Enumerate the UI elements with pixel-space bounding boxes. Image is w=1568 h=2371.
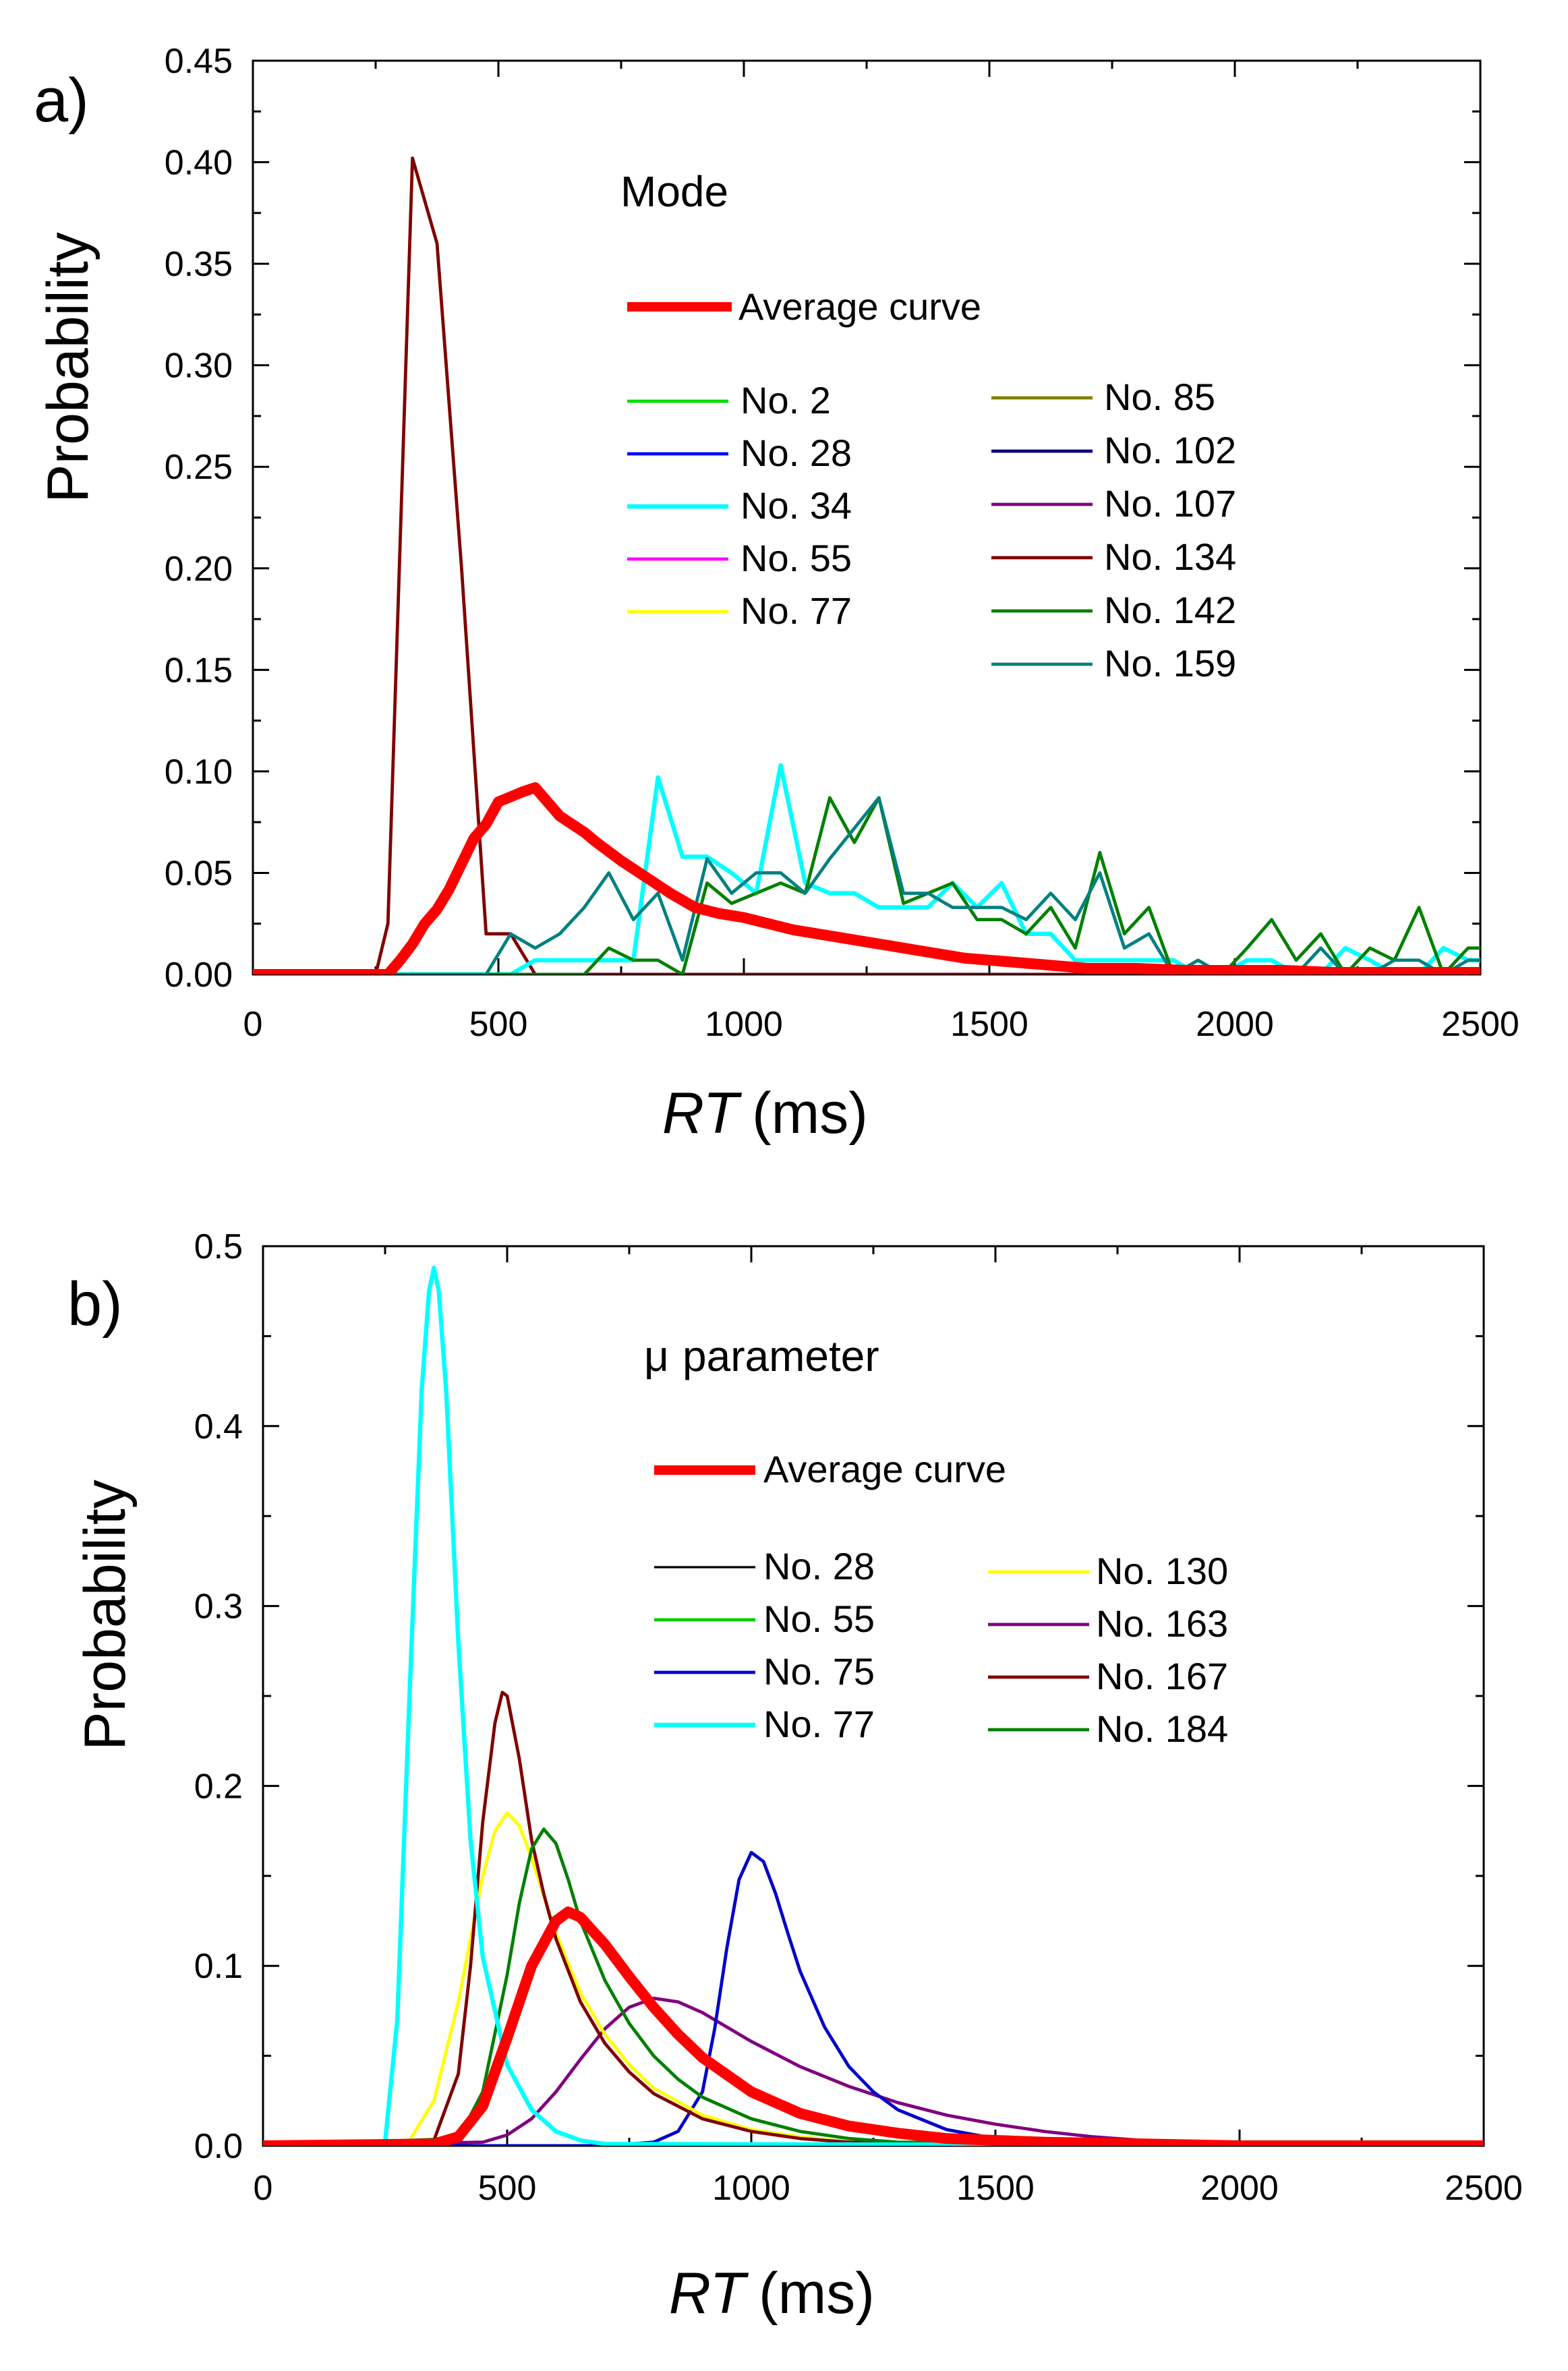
panel-a-legend: No. 2 No. 28 No. 34 No. 55 No. 77 No. 85 No. 1… [627,376,1236,684]
panel-a-xlabel-unit: (ms) [752,1081,868,1146]
panel-a-legend-average-label: Average curve [738,285,981,328]
panel-b-series-group [263,1265,1484,2146]
panel-a-legend-label-no-134: No. 134 [1104,535,1236,578]
panel-a-xtick-label: 2000 [1196,1005,1274,1044]
panel-b-legend-label-no-28: No. 28 [763,1545,875,1587]
panel-b-legend-label-no-77: No. 77 [763,1703,875,1745]
panel-b-series-average-curve [263,1906,1484,2146]
panel-b-series-no-163 [263,1996,1484,2146]
panel-a-ytick-label: 0.35 [165,245,233,284]
panel-b-legend-label-no-184: No. 184 [1096,1707,1228,1750]
panel-b-series-no-167 [263,1691,1484,2146]
panel-b-legend-label-no-163: No. 163 [1096,1602,1228,1645]
panel-a-ytick-label: 0.00 [165,956,233,995]
panel-b-plot-area: 0 500 1000 1500 2000 2500 0.0 0.1 0.2 0.3 0.4 0.5 [194,1227,1523,2208]
panel-b-series-no-130 [263,1811,1484,2146]
panel-b-ytick-label: 0.3 [194,1587,243,1627]
panel-a-xtick-label: 2500 [1441,1005,1519,1044]
panel-b-legend-label-no-167: No. 167 [1096,1655,1228,1697]
panel-a-series-no-134 [253,156,1480,974]
panel-a-xtick-label: 500 [469,1005,528,1044]
panel-b-ytick-label: 0.0 [194,2127,243,2166]
panel-a-ytick-label: 0.20 [165,550,233,589]
panel-b-xtick-label: 1500 [956,2169,1035,2208]
panel-a-ytick-label: 0.40 [165,144,233,183]
panel-b-title: parameter [683,1332,879,1380]
panel-b-xlabel-symbol: RT [669,2261,749,2326]
panel-b-xtick-label: 2500 [1445,2169,1523,2208]
panel-a-xtick-label: 0 [243,1005,263,1044]
panel-a-ytick-label: 0.30 [165,347,233,386]
panel-b-series-no-75 [263,1850,1484,2146]
panel-b-ytick-label: 0.2 [194,1767,243,1806]
panel-a-series-group [253,156,1480,974]
panel-a-legend-label-no-77: No. 77 [741,589,852,632]
panel-b-title-symbol: μ [644,1332,669,1380]
panel-b-ylabel: Probability [73,1480,138,1751]
panel-b-legend: No. 28 No. 55 No. 75 No. 77 No. 130 No. 163 No… [654,1545,1228,1750]
panel-a-ylabel: Probability [36,232,100,503]
panel-a-label: a) [34,66,89,135]
panel-b-ytick-label: 0.5 [194,1227,243,1266]
panel-b-xtick-label: 500 [478,2169,537,2208]
panel-a-series-average-curve [253,782,1480,974]
panel-a-legend-label-no-28: No. 28 [741,432,852,474]
panel-b-ytick-label: 0.4 [194,1407,243,1446]
panel-a-legend-label-no-102: No. 102 [1104,429,1236,471]
panel-a-xtick-label: 1500 [950,1005,1028,1044]
panel-a-series-no-142 [253,796,1480,974]
panel-a-ytick-label: 0.25 [165,448,233,487]
panel-a-plot-area: 0 500 1000 1500 2000 2500 0.00 0.05 0.10 0.15 0.20… [165,42,1519,1044]
panel-a-ytick-label: 0.10 [165,753,233,792]
panel-b-xlabel-unit: (ms) [759,2261,875,2326]
panel-a-legend-label-no-142: No. 142 [1104,589,1236,631]
panel-a-ytick-label: 0.45 [165,42,233,81]
panel-b-legend-label-no-55: No. 55 [763,1598,875,1640]
panel-a-frame [252,59,1482,976]
panel-b-series-no-184 [263,1827,1484,2146]
panel-a-title: Mode [620,167,728,216]
panel-a-legend-label-no-34: No. 34 [741,484,852,527]
panel-b-ytick-label: 0.1 [194,1947,243,1986]
panel-a-legend-label-no-159: No. 159 [1104,642,1236,684]
panel-a-legend-label-no-55: No. 55 [741,537,852,579]
panel-a-xlabel-symbol: RT [662,1081,743,1146]
panel-a-xtick-label: 1000 [705,1005,783,1044]
panel-a-ytick-label: 0.15 [165,651,233,690]
panel-a-ytick-label: 0.05 [165,854,233,893]
panel-b: b) 0 500 1000 1500 2000 2500 0.0 0.1 0.2 0.3 0.4 0.… [67,1227,1523,2326]
panel-a-series-no-159 [253,796,1480,974]
panel-a-legend-label-no-2: No. 2 [741,379,831,421]
panel-a-legend-label-no-85: No. 85 [1104,376,1215,418]
panel-b-label: b) [67,1270,123,1339]
panel-b-xtick-label: 1000 [712,2169,790,2208]
panel-a-legend-label-no-107: No. 107 [1104,482,1236,525]
panel-b-legend-label-no-75: No. 75 [763,1650,875,1693]
panel-b-xtick-label: 0 [254,2169,273,2208]
panel-b-xtick-label: 2000 [1200,2169,1279,2208]
panel-b-series-no-77 [263,1265,1484,2146]
panel-b-legend-label-no-130: No. 130 [1096,1550,1228,1592]
panel-b-legend-average-label: Average curve [763,1448,1006,1490]
panel-a: a) 0 500 1000 1500 2000 25000.000.050.100.150… [34,42,1519,1146]
